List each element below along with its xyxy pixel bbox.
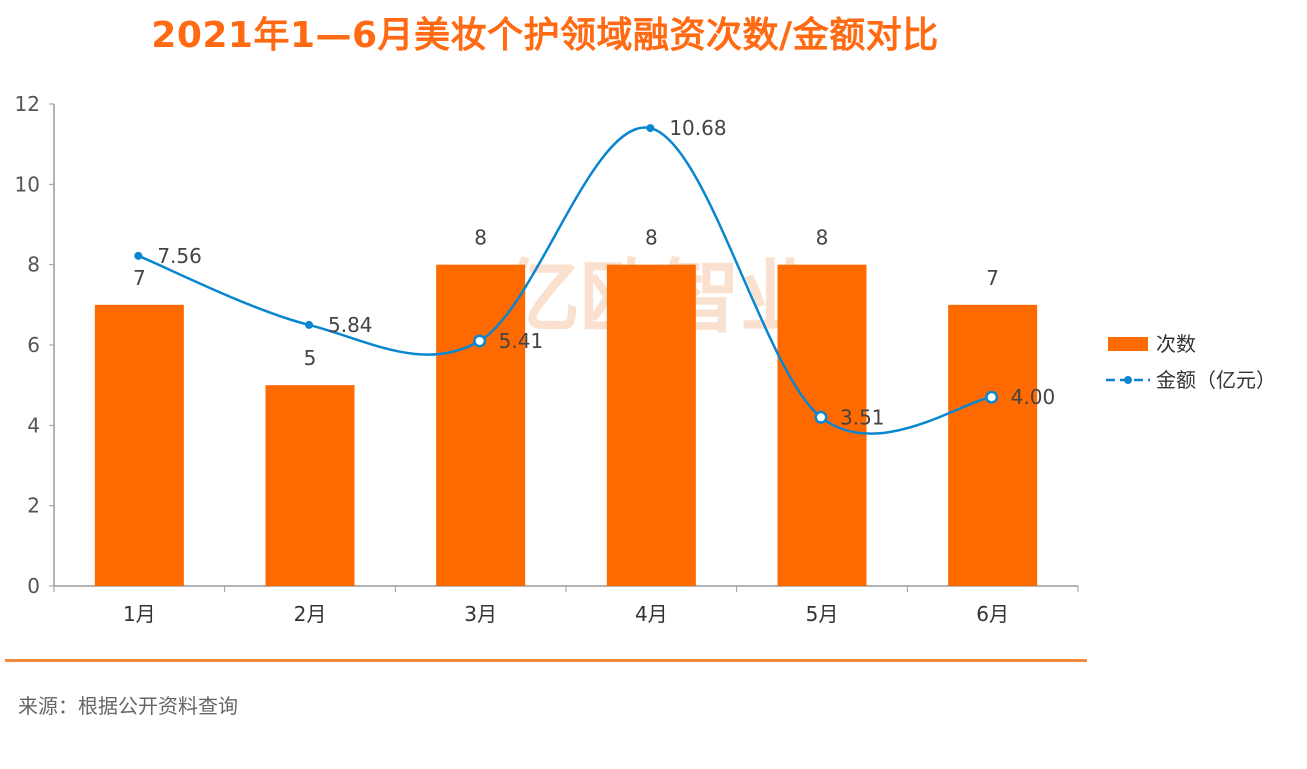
- line-data-label: 10.68: [669, 116, 726, 140]
- bar-data-label: 7: [133, 266, 146, 290]
- line-marker: [134, 251, 143, 260]
- x-category-label: 3月: [464, 602, 497, 626]
- bar-data-label: 8: [645, 226, 658, 250]
- bar-series: [94, 264, 1038, 586]
- source-note: 来源：根据公开资料查询: [18, 694, 238, 718]
- legend-bar-swatch: [1108, 337, 1148, 351]
- y-tick-label: 2: [27, 494, 40, 518]
- line-data-labels: 7.56 5.84 5.41 10.68 3.51 4.00: [157, 116, 1055, 429]
- y-tick-label: 6: [27, 333, 40, 357]
- legend-line-marker: [1124, 376, 1132, 384]
- line-marker-center: [475, 336, 484, 345]
- bar: [436, 264, 526, 586]
- chart-title: 2021年1—6月美妆个护领域融资次数/金额对比: [151, 15, 939, 56]
- bar: [94, 304, 184, 586]
- bar-data-labels: 7 5 8 8 8 7: [133, 226, 999, 370]
- bar: [265, 385, 355, 586]
- bar: [948, 304, 1038, 586]
- legend-line-label: 金额（亿元）: [1156, 368, 1276, 392]
- legend-bar-label: 次数: [1156, 332, 1196, 356]
- x-category-label: 4月: [635, 602, 668, 626]
- x-category-label: 1月: [123, 602, 156, 626]
- y-tick-label: 12: [15, 92, 40, 116]
- bar: [606, 264, 696, 586]
- line-data-label: 5.84: [328, 313, 373, 337]
- bar-data-label: 8: [816, 226, 829, 250]
- bar: [777, 264, 867, 586]
- y-axis: 0 2 4 6 8 10 12: [15, 92, 55, 598]
- y-tick-label: 8: [27, 253, 40, 277]
- y-tick-label: 0: [27, 574, 40, 598]
- line-series: [134, 124, 999, 435]
- bar-data-label: 5: [304, 346, 317, 370]
- line-marker: [646, 124, 655, 133]
- line-data-label: 7.56: [157, 244, 202, 268]
- y-tick-label: 4: [27, 413, 40, 437]
- bar-data-label: 8: [474, 226, 487, 250]
- line-data-label: 3.51: [840, 405, 885, 429]
- x-category-label: 6月: [976, 602, 1009, 626]
- line-data-label: 5.41: [499, 329, 544, 353]
- line-marker-center: [987, 393, 996, 402]
- y-tick-label: 10: [15, 172, 40, 196]
- line-marker-center: [817, 413, 825, 422]
- divider-line: [5, 659, 1087, 662]
- x-axis: 1月 2月 3月 4月 5月 6月: [53, 585, 1079, 626]
- x-category-label: 5月: [806, 602, 839, 626]
- x-category-label: 2月: [294, 602, 327, 626]
- line-marker: [305, 320, 313, 329]
- line-data-label: 4.00: [1011, 385, 1056, 409]
- bar-data-label: 7: [986, 266, 999, 290]
